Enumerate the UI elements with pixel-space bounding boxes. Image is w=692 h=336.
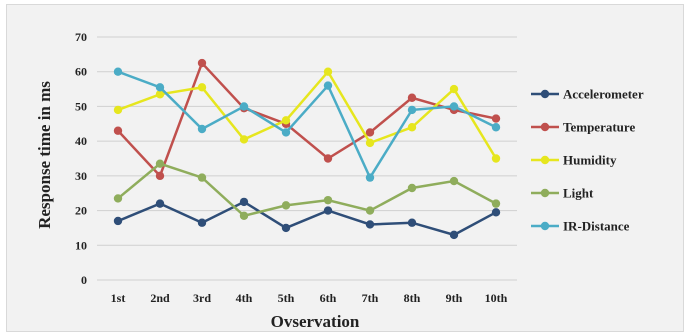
data-point <box>113 126 123 135</box>
legend-item: Accelerometer <box>531 87 644 102</box>
series-ir-distance <box>113 67 501 182</box>
chart-frame: 0 10 20 30 40 50 60 70 1st 2nd 3rd 4th 5th 6th 7th 8th… <box>6 4 684 332</box>
legend: Accelerometer Temperature Humidity Light IR-… <box>531 87 644 234</box>
data-point <box>365 128 375 137</box>
x-tick-label: 8th <box>404 291 421 305</box>
x-tick-label: 5th <box>278 291 295 305</box>
y-tick-label: 20 <box>75 204 87 218</box>
data-point <box>323 206 333 215</box>
data-point <box>365 206 375 215</box>
legend-swatch-marker <box>540 122 550 132</box>
legend-swatch-marker <box>540 89 550 99</box>
legend-label: IR-Distance <box>563 219 630 234</box>
data-point <box>113 105 123 115</box>
x-tick-label: 2nd <box>150 291 170 305</box>
data-point <box>155 199 165 208</box>
data-point <box>449 102 459 111</box>
series-light <box>113 159 501 220</box>
data-point <box>491 123 501 132</box>
data-point <box>491 114 501 123</box>
series-line <box>117 60 497 179</box>
data-point <box>491 208 501 217</box>
data-point <box>365 173 375 182</box>
data-point <box>113 216 123 226</box>
y-tick-label: 70 <box>75 30 87 44</box>
data-point <box>491 154 501 163</box>
legend-swatch-marker <box>540 221 550 231</box>
data-point <box>155 171 165 181</box>
y-tick-label: 60 <box>75 65 87 79</box>
x-tick-labels: 1st 2nd 3rd 4th 5th 6th 7th 8th 9th 10th <box>111 291 508 305</box>
data-point <box>323 154 333 163</box>
legend-label: Light <box>563 186 594 201</box>
series-line <box>117 70 497 181</box>
legend-swatch-marker <box>540 155 550 165</box>
x-tick-label: 3rd <box>193 291 211 305</box>
x-tick-label: 7th <box>362 291 379 305</box>
data-point <box>491 199 501 208</box>
data-point <box>323 67 333 76</box>
data-point <box>281 116 291 125</box>
y-tick-labels: 0 10 20 30 40 50 60 70 <box>75 30 87 287</box>
data-point <box>239 135 249 144</box>
data-point <box>113 194 123 203</box>
legend-item: Light <box>531 186 594 201</box>
legend-item: Temperature <box>531 120 635 135</box>
data-point <box>323 81 333 90</box>
x-tick-label: 9th <box>446 291 463 305</box>
data-point <box>239 102 249 111</box>
legend-label: Humidity <box>563 153 617 168</box>
data-point <box>197 173 207 182</box>
data-point <box>407 123 417 132</box>
x-axis-title: Ovservation <box>271 312 360 331</box>
data-point <box>281 201 291 210</box>
data-point <box>113 67 123 76</box>
y-tick-label: 50 <box>75 99 87 113</box>
gridlines <box>97 36 517 281</box>
x-tick-label: 1st <box>111 291 126 305</box>
data-point <box>281 223 291 233</box>
series-temperature <box>113 58 501 181</box>
data-point <box>197 58 207 68</box>
data-point <box>407 105 417 115</box>
y-tick-label: 40 <box>75 134 87 148</box>
y-axis-title: Response time in ms <box>35 81 54 229</box>
legend-swatch-marker <box>540 188 550 198</box>
x-tick-label: 10th <box>485 291 508 305</box>
y-tick-label: 30 <box>75 169 87 183</box>
data-point <box>365 138 375 148</box>
series-lines <box>113 58 501 240</box>
data-point <box>449 230 459 240</box>
data-point <box>239 211 249 220</box>
legend-label: Temperature <box>563 120 635 135</box>
data-point <box>407 183 417 193</box>
data-point <box>155 83 165 92</box>
data-point <box>323 195 333 205</box>
series-accelerometer <box>113 197 501 240</box>
x-tick-label: 6th <box>320 291 337 305</box>
legend-item: IR-Distance <box>531 219 630 234</box>
legend-item: Humidity <box>531 153 617 168</box>
x-tick-label: 4th <box>236 291 253 305</box>
data-point <box>365 220 375 229</box>
data-point <box>281 128 291 137</box>
data-point <box>155 90 165 99</box>
line-chart: 0 10 20 30 40 50 60 70 1st 2nd 3rd 4th 5th 6th 7th 8th… <box>35 30 644 331</box>
data-point <box>449 176 459 186</box>
data-point <box>197 124 207 134</box>
y-tick-label: 10 <box>75 238 87 252</box>
legend-label: Accelerometer <box>563 87 644 102</box>
series-line <box>117 69 498 160</box>
data-point <box>197 83 207 92</box>
series-line <box>117 200 497 237</box>
data-point <box>155 159 165 168</box>
data-point <box>407 93 417 102</box>
data-point <box>449 84 459 94</box>
data-point <box>197 218 207 227</box>
y-tick-label: 0 <box>81 273 87 287</box>
series-line <box>117 162 497 218</box>
series-humidity <box>113 67 501 163</box>
data-point <box>407 218 417 227</box>
data-point <box>239 197 249 207</box>
